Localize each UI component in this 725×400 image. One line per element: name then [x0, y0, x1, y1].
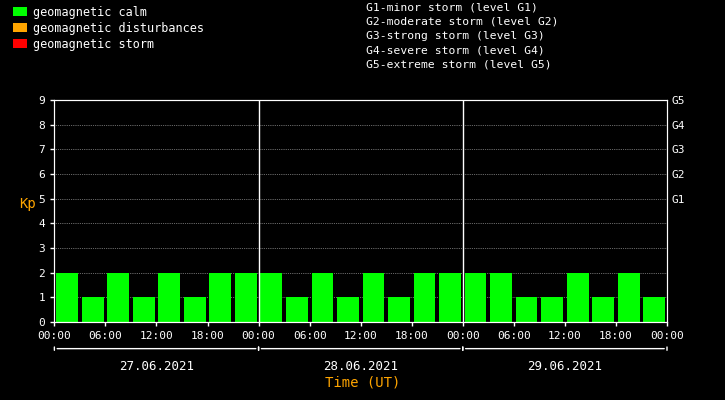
- Text: Time (UT): Time (UT): [325, 376, 400, 390]
- Text: 29.06.2021: 29.06.2021: [527, 360, 602, 373]
- Bar: [133, 297, 154, 322]
- Bar: [107, 273, 129, 322]
- Text: G1-minor storm (level G1)
G2-moderate storm (level G2)
G3-strong storm (level G3: G1-minor storm (level G1) G2-moderate st…: [366, 2, 559, 70]
- Bar: [515, 297, 537, 322]
- Bar: [312, 273, 334, 322]
- Bar: [235, 273, 257, 322]
- Text: 27.06.2021: 27.06.2021: [119, 360, 194, 373]
- Bar: [210, 273, 231, 322]
- Bar: [542, 297, 563, 322]
- Bar: [465, 273, 486, 322]
- Bar: [618, 273, 639, 322]
- Bar: [286, 297, 307, 322]
- Bar: [643, 297, 665, 322]
- Bar: [592, 297, 614, 322]
- Bar: [439, 273, 461, 322]
- Bar: [362, 273, 384, 322]
- Bar: [414, 273, 435, 322]
- Bar: [337, 297, 359, 322]
- Text: 28.06.2021: 28.06.2021: [323, 360, 398, 373]
- Bar: [567, 273, 589, 322]
- Bar: [57, 273, 78, 322]
- Bar: [82, 297, 104, 322]
- Bar: [158, 273, 180, 322]
- Y-axis label: Kp: Kp: [19, 197, 36, 211]
- Bar: [184, 297, 206, 322]
- Bar: [490, 273, 512, 322]
- Legend: geomagnetic calm, geomagnetic disturbances, geomagnetic storm: geomagnetic calm, geomagnetic disturbanc…: [13, 6, 204, 51]
- Bar: [260, 273, 282, 322]
- Bar: [388, 297, 410, 322]
